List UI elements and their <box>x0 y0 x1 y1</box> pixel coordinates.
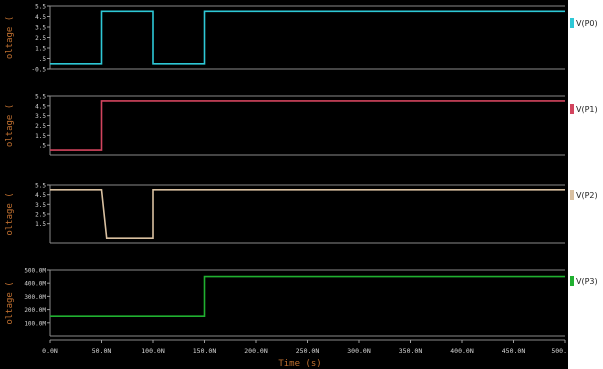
panel-1: 5.5 4.5 3.5 2.5 1.5 .5 oltage ( <box>5 94 565 156</box>
series-line-V(P1) <box>50 100 565 151</box>
y-tick-label: 2.5 <box>35 212 46 219</box>
legend: V(P0) V(P1) V(P2) V(P3) <box>568 0 603 369</box>
legend-item-V(P1)[interactable]: V(P1) <box>570 104 598 114</box>
x-tick-label: 500. <box>551 347 567 355</box>
series-line-V(P2) <box>50 189 565 239</box>
legend-item-V(P3)[interactable]: V(P3) <box>570 276 598 286</box>
y-axis-label: oltage ( <box>5 192 15 235</box>
y-tick-label: 1.5 <box>35 133 46 140</box>
x-tick-label: 50.0N <box>92 347 112 355</box>
y-tick-label: 500.0M <box>24 268 46 275</box>
y-tick-label: 3.5 <box>35 202 46 209</box>
legend-swatch <box>570 104 574 114</box>
y-tick-label: .5 <box>39 143 47 150</box>
x-tick-label: 150.0N <box>193 347 217 355</box>
series-line-V(P0) <box>50 10 565 65</box>
y-axis-label: oltage ( <box>5 281 15 324</box>
x-tick-label: 200.0N <box>244 347 268 355</box>
legend-swatch <box>570 190 574 200</box>
x-tick-label: 100.0N <box>141 347 165 355</box>
legend-item-V(P0)[interactable]: V(P0) <box>570 18 598 28</box>
y-tick-label: 400.0M <box>24 281 46 288</box>
panel-2: 5.5 4.5 3.5 2.5 1.5 oltage ( <box>5 183 565 244</box>
x-tick-label: 300.0N <box>347 347 371 355</box>
legend-item-V(P2)[interactable]: V(P2) <box>570 190 598 200</box>
panel-0: 5.5 4.5 3.5 2.5 1.5 .5 -0.5 oltage ( <box>5 4 565 74</box>
y-axis-label: oltage ( <box>5 104 15 147</box>
y-tick-label: 300.0M <box>24 294 46 301</box>
y-tick-label: 4.5 <box>35 192 46 199</box>
y-tick-label: 2.5 <box>35 123 46 130</box>
panel-3: 500.0M 400.0M 300.0M 200.0M 100.0M oltage ( <box>5 268 565 337</box>
x-tick-label: 350.0N <box>399 347 423 355</box>
y-tick-label: 5.5 <box>35 94 46 101</box>
y-tick-label: 3.5 <box>35 113 46 120</box>
x-tick-label: 450.0N <box>502 347 526 355</box>
y-tick-label: 100.0M <box>24 320 46 327</box>
legend-label: V(P2) <box>576 190 598 200</box>
series-line-V(P3) <box>50 275 565 318</box>
x-tick-label: 250.0N <box>296 347 320 355</box>
x-tick-label: 0.0N <box>42 347 58 355</box>
y-tick-label: 4.5 <box>35 14 46 21</box>
y-tick-label: -0.5 <box>32 67 47 74</box>
x-axis-label: Time (s) <box>278 359 321 369</box>
y-tick-label: 2.5 <box>35 35 46 42</box>
legend-swatch <box>570 18 574 28</box>
y-tick-label: 1.5 <box>35 46 46 53</box>
x-axis: 0.0N 50.0N 100.0N 150.0N 200.0N 250.0N 300.0N 3… <box>42 339 567 355</box>
y-tick-label: 5.5 <box>35 183 46 190</box>
legend-swatch <box>570 276 574 286</box>
y-axis-label: oltage ( <box>5 16 15 59</box>
y-tick-label: 200.0M <box>24 307 46 314</box>
y-tick-label: 1.5 <box>35 221 46 228</box>
legend-label: V(P0) <box>576 18 598 28</box>
y-tick-label: 3.5 <box>35 25 46 32</box>
y-tick-label: 4.5 <box>35 103 46 110</box>
y-tick-label: .5 <box>39 56 47 63</box>
legend-label: V(P3) <box>576 276 598 286</box>
legend-label: V(P1) <box>576 104 598 114</box>
x-tick-label: 400.0N <box>450 347 474 355</box>
y-tick-label: 5.5 <box>35 4 46 11</box>
